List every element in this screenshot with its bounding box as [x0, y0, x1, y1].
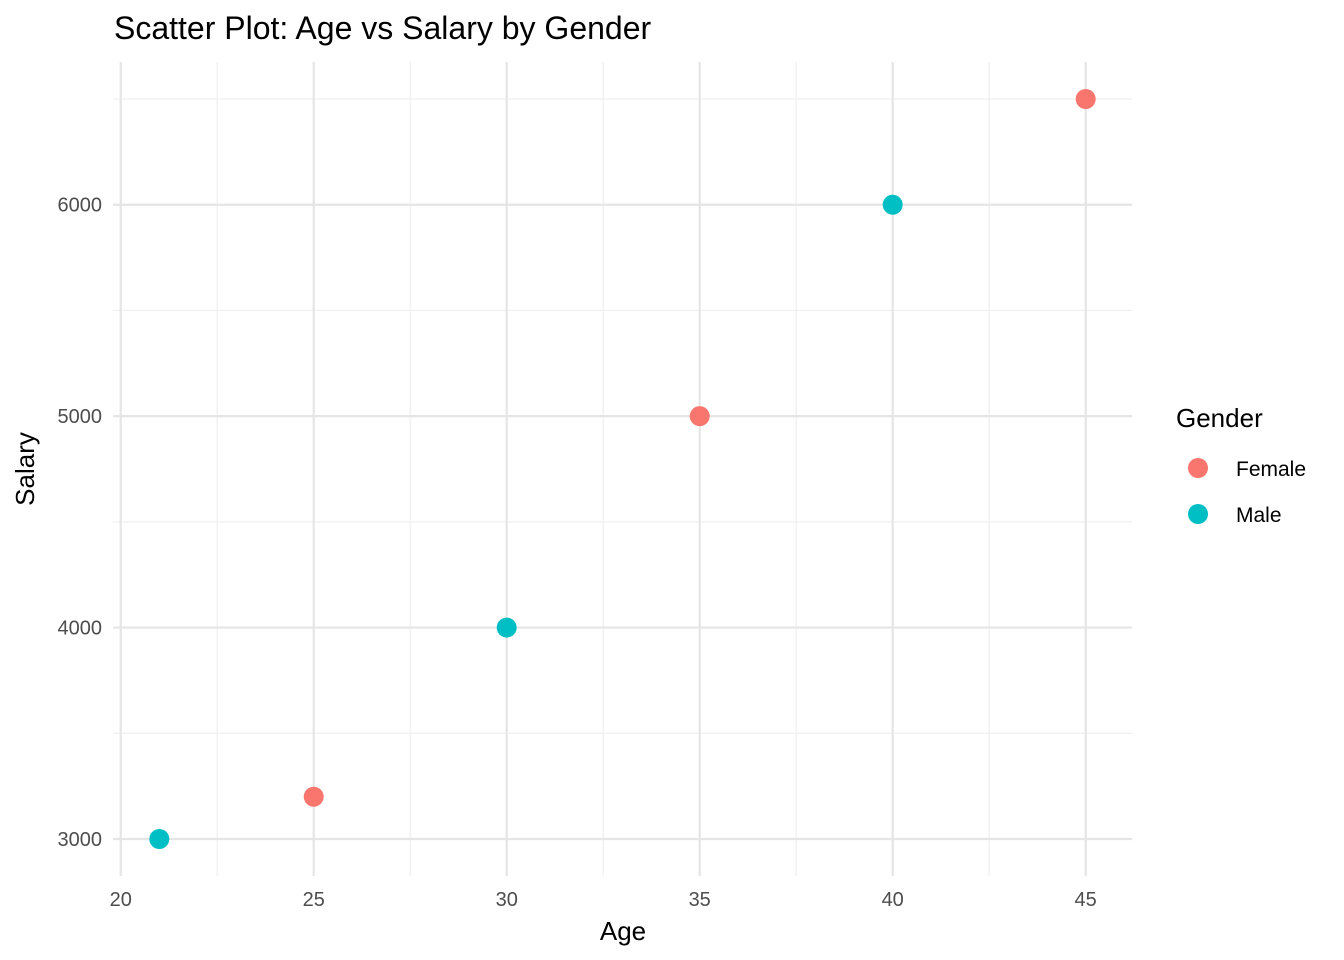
data-point-female — [1075, 89, 1096, 109]
y-tick-label: 6000 — [58, 195, 103, 217]
legend-label-male: Male — [1236, 504, 1282, 527]
legend-items: Female Male — [1188, 458, 1306, 527]
x-tick-label: 20 — [110, 889, 132, 911]
y-axis-title: Salary — [10, 432, 40, 506]
data-point-male — [496, 617, 517, 638]
x-tick-label: 40 — [882, 889, 904, 911]
chart-title: Scatter Plot: Age vs Salary by Gender — [114, 10, 652, 46]
minor-gridlines — [113, 62, 1132, 876]
x-tick-label: 30 — [496, 889, 518, 911]
y-tick-label: 4000 — [58, 618, 103, 640]
data-points — [149, 89, 1096, 849]
legend-label-female: Female — [1236, 458, 1306, 481]
major-gridlines — [113, 62, 1132, 876]
data-point-male — [149, 829, 170, 849]
data-point-male — [882, 194, 903, 215]
legend: Gender Female Male — [1176, 403, 1306, 527]
y-tick-label: 5000 — [58, 406, 103, 428]
x-tick-label: 25 — [303, 889, 325, 911]
legend-key-female — [1188, 458, 1208, 478]
legend-key-male — [1188, 504, 1208, 524]
data-point-female — [303, 786, 324, 807]
x-axis-title: Age — [600, 916, 646, 946]
x-tick-label: 45 — [1075, 889, 1097, 911]
x-axis-tick-labels: 20 25 30 35 40 45 — [110, 889, 1097, 911]
data-point-female — [689, 406, 710, 427]
y-tick-label: 3000 — [58, 829, 103, 851]
x-tick-label: 35 — [689, 889, 711, 911]
legend-title: Gender — [1176, 403, 1263, 433]
y-axis-tick-labels: 3000 4000 5000 6000 — [58, 195, 103, 851]
